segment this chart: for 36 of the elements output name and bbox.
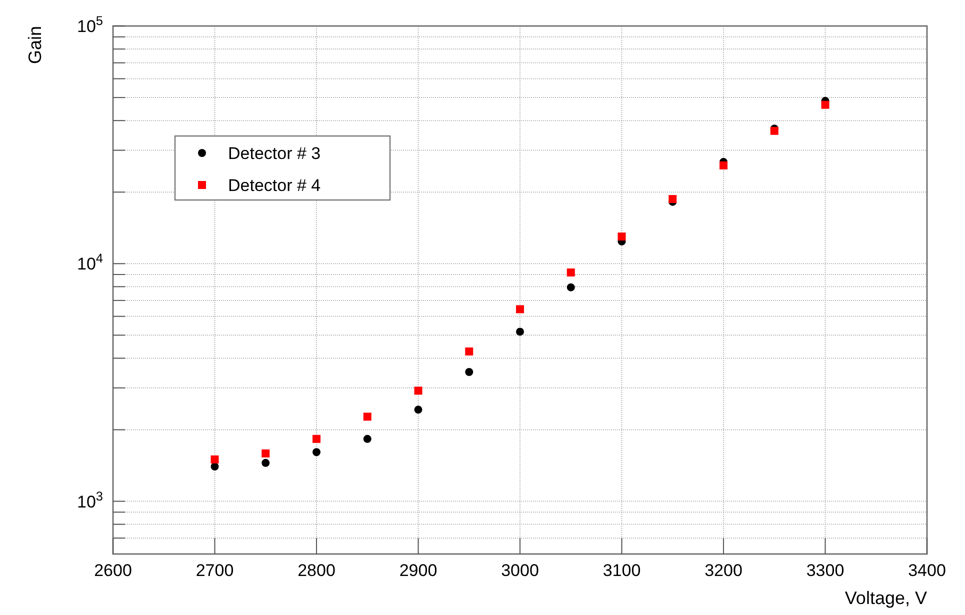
x-tick-label: 3400 xyxy=(908,561,946,580)
point xyxy=(414,386,422,395)
x-tick-label: 2900 xyxy=(399,561,438,580)
x-tick-label: 2800 xyxy=(298,561,336,580)
x-tick-label: 3300 xyxy=(806,561,844,580)
x-tick-label: 3100 xyxy=(602,561,641,580)
point xyxy=(262,458,270,467)
legend-label: Detector # 4 xyxy=(228,176,321,195)
point xyxy=(312,448,320,456)
y-tick-label: 10$^{4}$ xyxy=(76,250,103,274)
point xyxy=(210,462,219,471)
point xyxy=(618,232,626,241)
point xyxy=(363,434,372,443)
point xyxy=(821,100,830,109)
point xyxy=(566,283,575,292)
point xyxy=(668,195,677,204)
x-axis-title: Voltage, V xyxy=(844,588,927,608)
x-tick-label: 3000 xyxy=(501,561,539,580)
point xyxy=(312,434,320,443)
point xyxy=(414,406,422,414)
y-tick-label: 10$^{5}$ xyxy=(76,12,103,36)
point xyxy=(516,305,524,314)
x-tick-label: 2700 xyxy=(196,561,234,580)
point xyxy=(210,455,219,464)
point xyxy=(516,328,524,336)
y-axis-title: Gain xyxy=(25,26,45,64)
legend-label: Detector # 3 xyxy=(228,144,321,163)
y-tick-label: 10$^{3}$ xyxy=(76,488,103,512)
x-tick-label: 2600 xyxy=(94,561,132,580)
point xyxy=(566,268,575,276)
point xyxy=(465,347,474,356)
x-tick-label: 3200 xyxy=(704,561,742,580)
point xyxy=(262,449,270,458)
point xyxy=(720,161,728,170)
point xyxy=(465,368,474,376)
point xyxy=(363,412,372,421)
